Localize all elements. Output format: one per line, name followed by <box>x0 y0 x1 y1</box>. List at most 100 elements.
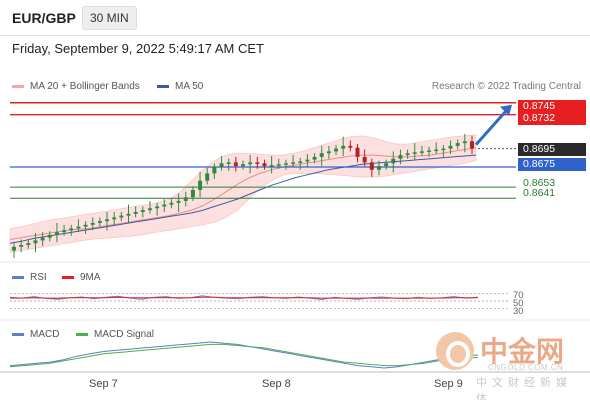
candle-body <box>448 145 453 149</box>
rsi-level-50: 50 <box>513 298 524 309</box>
legend-9ma: 9MA <box>62 272 101 283</box>
research-credit: Research © 2022 Trading Central <box>431 81 581 92</box>
legend-ma50: MA 50 <box>157 81 203 92</box>
candle-body <box>312 156 317 160</box>
legend-swatch <box>12 276 24 279</box>
macd-signal-line <box>9 343 479 368</box>
candle-body <box>33 240 38 244</box>
candle-body <box>255 162 260 164</box>
candle-body <box>298 161 303 163</box>
candle-body <box>119 215 124 218</box>
legend-macd: MACD <box>12 329 59 340</box>
ma20-line <box>9 147 477 240</box>
candle-body <box>233 162 238 167</box>
candle-body <box>162 204 167 207</box>
x-tick-sep7: Sep 7 <box>89 378 118 390</box>
legend-ma20-bollinger: MA 20 + Bollinger Bands <box>12 81 140 92</box>
candle-body <box>147 208 152 211</box>
candle-body <box>140 210 145 212</box>
candle-body <box>319 153 324 157</box>
candle-body <box>334 148 339 152</box>
legend-label: MA 50 <box>175 81 204 92</box>
candle-body <box>54 232 59 235</box>
candle-body <box>462 141 467 144</box>
candle-body <box>470 141 474 149</box>
candle-body <box>112 217 117 220</box>
legend-swatch <box>76 333 88 336</box>
header-bar: EUR/GBP 30 MIN <box>0 0 590 36</box>
level-label-0: 0.8745 <box>518 100 586 113</box>
candle-body <box>12 246 16 251</box>
candle-body <box>176 200 181 203</box>
rsi-level-30: 30 <box>513 306 524 317</box>
candle-body <box>155 206 160 209</box>
candle-body <box>62 230 67 233</box>
candle-body <box>198 180 203 190</box>
level-label-1: 0.8732 <box>518 112 586 125</box>
candle-body <box>405 153 410 156</box>
candle-body <box>283 163 288 165</box>
candle-body <box>291 162 296 164</box>
forecast-arrow-line <box>474 107 510 146</box>
level-label-5: 0.8641 <box>523 187 556 199</box>
candle-body <box>83 224 88 227</box>
interval-button[interactable]: 30 MIN <box>82 6 137 30</box>
level-label-4: 0.8653 <box>523 177 556 189</box>
candle-body <box>212 166 217 174</box>
candle-body <box>269 165 274 167</box>
candle-body <box>398 155 403 159</box>
candle-body <box>40 237 45 241</box>
forecast-arrow-head <box>500 104 512 116</box>
legend-label: RSI <box>30 272 47 283</box>
candle-body <box>369 162 374 170</box>
legend-swatch <box>62 276 74 279</box>
legend-swatch <box>157 85 169 88</box>
candle-body <box>226 162 231 164</box>
legend-label: MACD <box>30 329 60 340</box>
candle-body <box>427 150 432 152</box>
ma50-line <box>9 154 477 244</box>
candle-body <box>248 162 253 165</box>
candle-body <box>441 148 446 151</box>
candle-body <box>69 228 74 231</box>
candle-body <box>219 163 224 167</box>
candle-body <box>276 164 281 166</box>
candle-body <box>412 152 417 154</box>
legend-swatch <box>12 333 24 336</box>
currency-pair-title: EUR/GBP <box>12 10 76 26</box>
candle-body <box>326 151 331 154</box>
candle-body <box>183 197 188 201</box>
x-tick-sep9: Sep 9 <box>434 378 463 390</box>
candle-body <box>262 163 267 167</box>
legend-rsi: RSI <box>12 272 47 283</box>
candle-body <box>305 159 310 162</box>
candle-body <box>26 243 31 245</box>
candle-body <box>205 173 210 181</box>
level-label-2: 0.8695 <box>518 143 586 156</box>
legend-macd-signal: MACD Signal <box>76 329 154 340</box>
candle-body <box>169 202 174 205</box>
candle-body <box>419 151 424 153</box>
candle-body <box>241 164 245 167</box>
candle-body <box>455 143 460 146</box>
candle-body <box>341 145 346 149</box>
candle-body <box>376 166 381 170</box>
rsi-level-70: 70 <box>513 290 524 301</box>
bollinger-band <box>9 134 477 253</box>
timestamp: Friday, September 9, 2022 5:49:17 AM CET <box>12 41 264 56</box>
candle-body <box>362 156 367 163</box>
legend-label: MACD Signal <box>94 329 155 340</box>
legend-label: MA 20 + Bollinger Bands <box>30 81 140 92</box>
candle-body <box>391 158 396 164</box>
legend-label: 9MA <box>80 272 101 283</box>
candle-body <box>190 189 195 198</box>
candle-body <box>384 163 389 167</box>
macd-line <box>9 341 479 369</box>
candle-body <box>90 222 95 225</box>
rsi-9ma-line <box>10 296 478 299</box>
candle-body <box>47 234 52 238</box>
legend-swatch <box>12 85 24 88</box>
candle-body <box>126 213 131 216</box>
candle-body <box>434 149 439 152</box>
